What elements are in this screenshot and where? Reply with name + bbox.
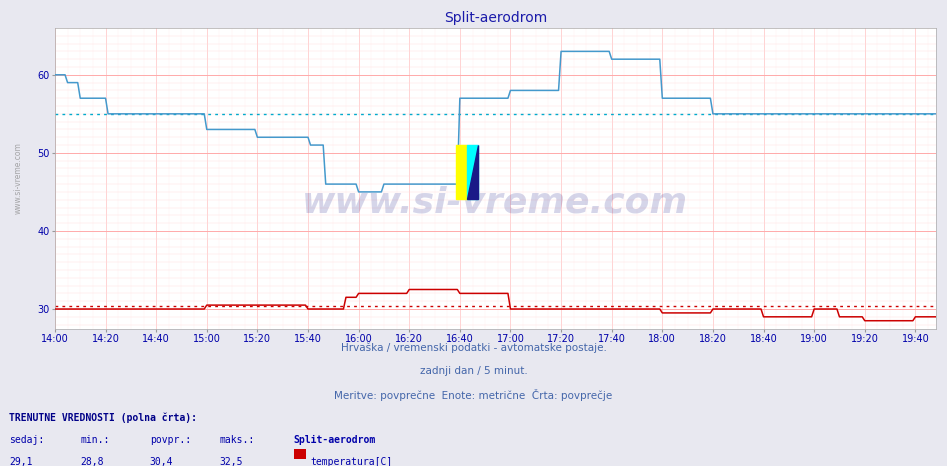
Bar	[456, 145, 467, 199]
Text: temperatura[C]: temperatura[C]	[311, 457, 393, 466]
Text: maks.:: maks.:	[220, 435, 255, 445]
Text: 32,5: 32,5	[220, 457, 243, 466]
Text: 30,4: 30,4	[150, 457, 173, 466]
Text: Hrvaška / vremenski podatki - avtomatske postaje.: Hrvaška / vremenski podatki - avtomatske…	[341, 343, 606, 353]
Text: 29,1: 29,1	[9, 457, 33, 466]
Text: min.:: min.:	[80, 435, 110, 445]
Title: Split-aerodrom: Split-aerodrom	[443, 11, 547, 26]
Text: www.si-vreme.com: www.si-vreme.com	[13, 142, 23, 214]
Text: zadnji dan / 5 minut.: zadnji dan / 5 minut.	[420, 366, 527, 376]
Text: 28,8: 28,8	[80, 457, 104, 466]
Text: TRENUTNE VREDNOSTI (polna črta):: TRENUTNE VREDNOSTI (polna črta):	[9, 412, 198, 423]
Text: povpr.:: povpr.:	[150, 435, 190, 445]
Text: Split-aerodrom: Split-aerodrom	[294, 435, 376, 445]
Text: Meritve: povprečne  Enote: metrične  Črta: povprečje: Meritve: povprečne Enote: metrične Črta:…	[334, 389, 613, 401]
Text: www.si-vreme.com: www.si-vreme.com	[302, 185, 688, 219]
Text: sedaj:: sedaj:	[9, 435, 45, 445]
Polygon shape	[467, 145, 477, 199]
Bar	[467, 145, 477, 199]
